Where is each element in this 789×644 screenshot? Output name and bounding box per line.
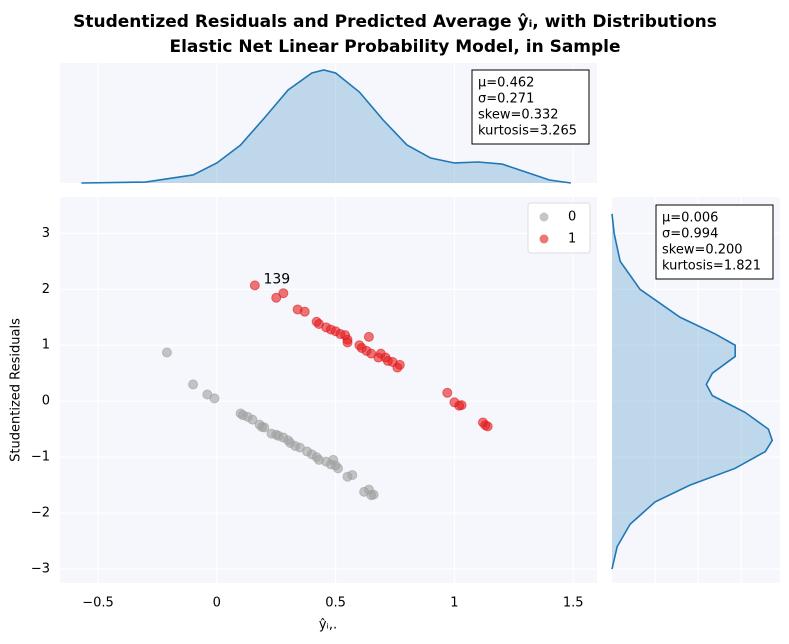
plot-background [60, 197, 597, 583]
scatter-point [456, 400, 467, 411]
scatter-point [249, 280, 260, 291]
y-tick-label: −3 [31, 562, 50, 577]
scatter-point [259, 422, 270, 433]
stats-text: skew=0.332 [478, 108, 559, 123]
y-tick-label: 1 [42, 338, 50, 353]
scatter-point [271, 292, 282, 303]
x-tick-label: 1.5 [563, 596, 584, 611]
scatter-point [278, 288, 289, 299]
kde-area [81, 69, 571, 183]
x-tick-label: 1 [450, 596, 458, 611]
scatter-point [299, 306, 310, 317]
chart-subtitle: Elastic Net Linear Probability Model, in… [169, 37, 620, 57]
kde-line [81, 69, 571, 184]
stats-text: skew=0.200 [662, 243, 743, 258]
annotation: 139 [263, 271, 290, 287]
stats-text: μ=0.462 [478, 76, 534, 91]
stats-text: σ=0.271 [478, 92, 534, 107]
stats-text: kurtosis=3.265 [478, 124, 577, 139]
chart-title: Studentized Residuals and Predicted Aver… [73, 12, 717, 32]
y-axis-label: Studentized Residuals [9, 318, 24, 462]
x-tick-label: −0.5 [82, 596, 114, 611]
legend-label: 1 [568, 232, 576, 247]
y-tick-label: −2 [31, 506, 50, 521]
scatter-point [394, 359, 405, 370]
kde-area [612, 213, 773, 570]
stats-text: σ=0.994 [662, 227, 718, 242]
scatter-point [188, 379, 199, 390]
legend-label: 0 [568, 210, 576, 225]
scatter-point [482, 421, 493, 432]
scatter-point [247, 414, 258, 425]
scatter-point [342, 337, 353, 348]
stats-box [655, 204, 774, 280]
y-tick-label: 3 [42, 226, 50, 241]
scatter-point [363, 331, 374, 342]
scatter-point [161, 347, 172, 358]
scatter-point [368, 489, 379, 500]
scatter-point [333, 463, 344, 474]
x-axis-label: ŷᵢ,. [319, 618, 337, 633]
x-tick-label: 0.5 [325, 596, 346, 611]
stats-text: kurtosis=1.821 [662, 259, 761, 274]
y-tick-label: 0 [42, 394, 50, 409]
scatter-point [347, 470, 358, 481]
y-tick-label: 2 [42, 282, 50, 297]
scatter-point [209, 393, 220, 404]
legend-marker [539, 234, 549, 244]
x-tick-label: 0 [213, 596, 221, 611]
legend-box [527, 202, 591, 254]
stats-box [471, 69, 590, 145]
legend-marker [539, 212, 549, 222]
y-tick-label: −1 [31, 450, 50, 465]
stats-text: μ=0.006 [662, 211, 718, 226]
scatter-point [442, 387, 453, 398]
kde-line [611, 213, 774, 570]
